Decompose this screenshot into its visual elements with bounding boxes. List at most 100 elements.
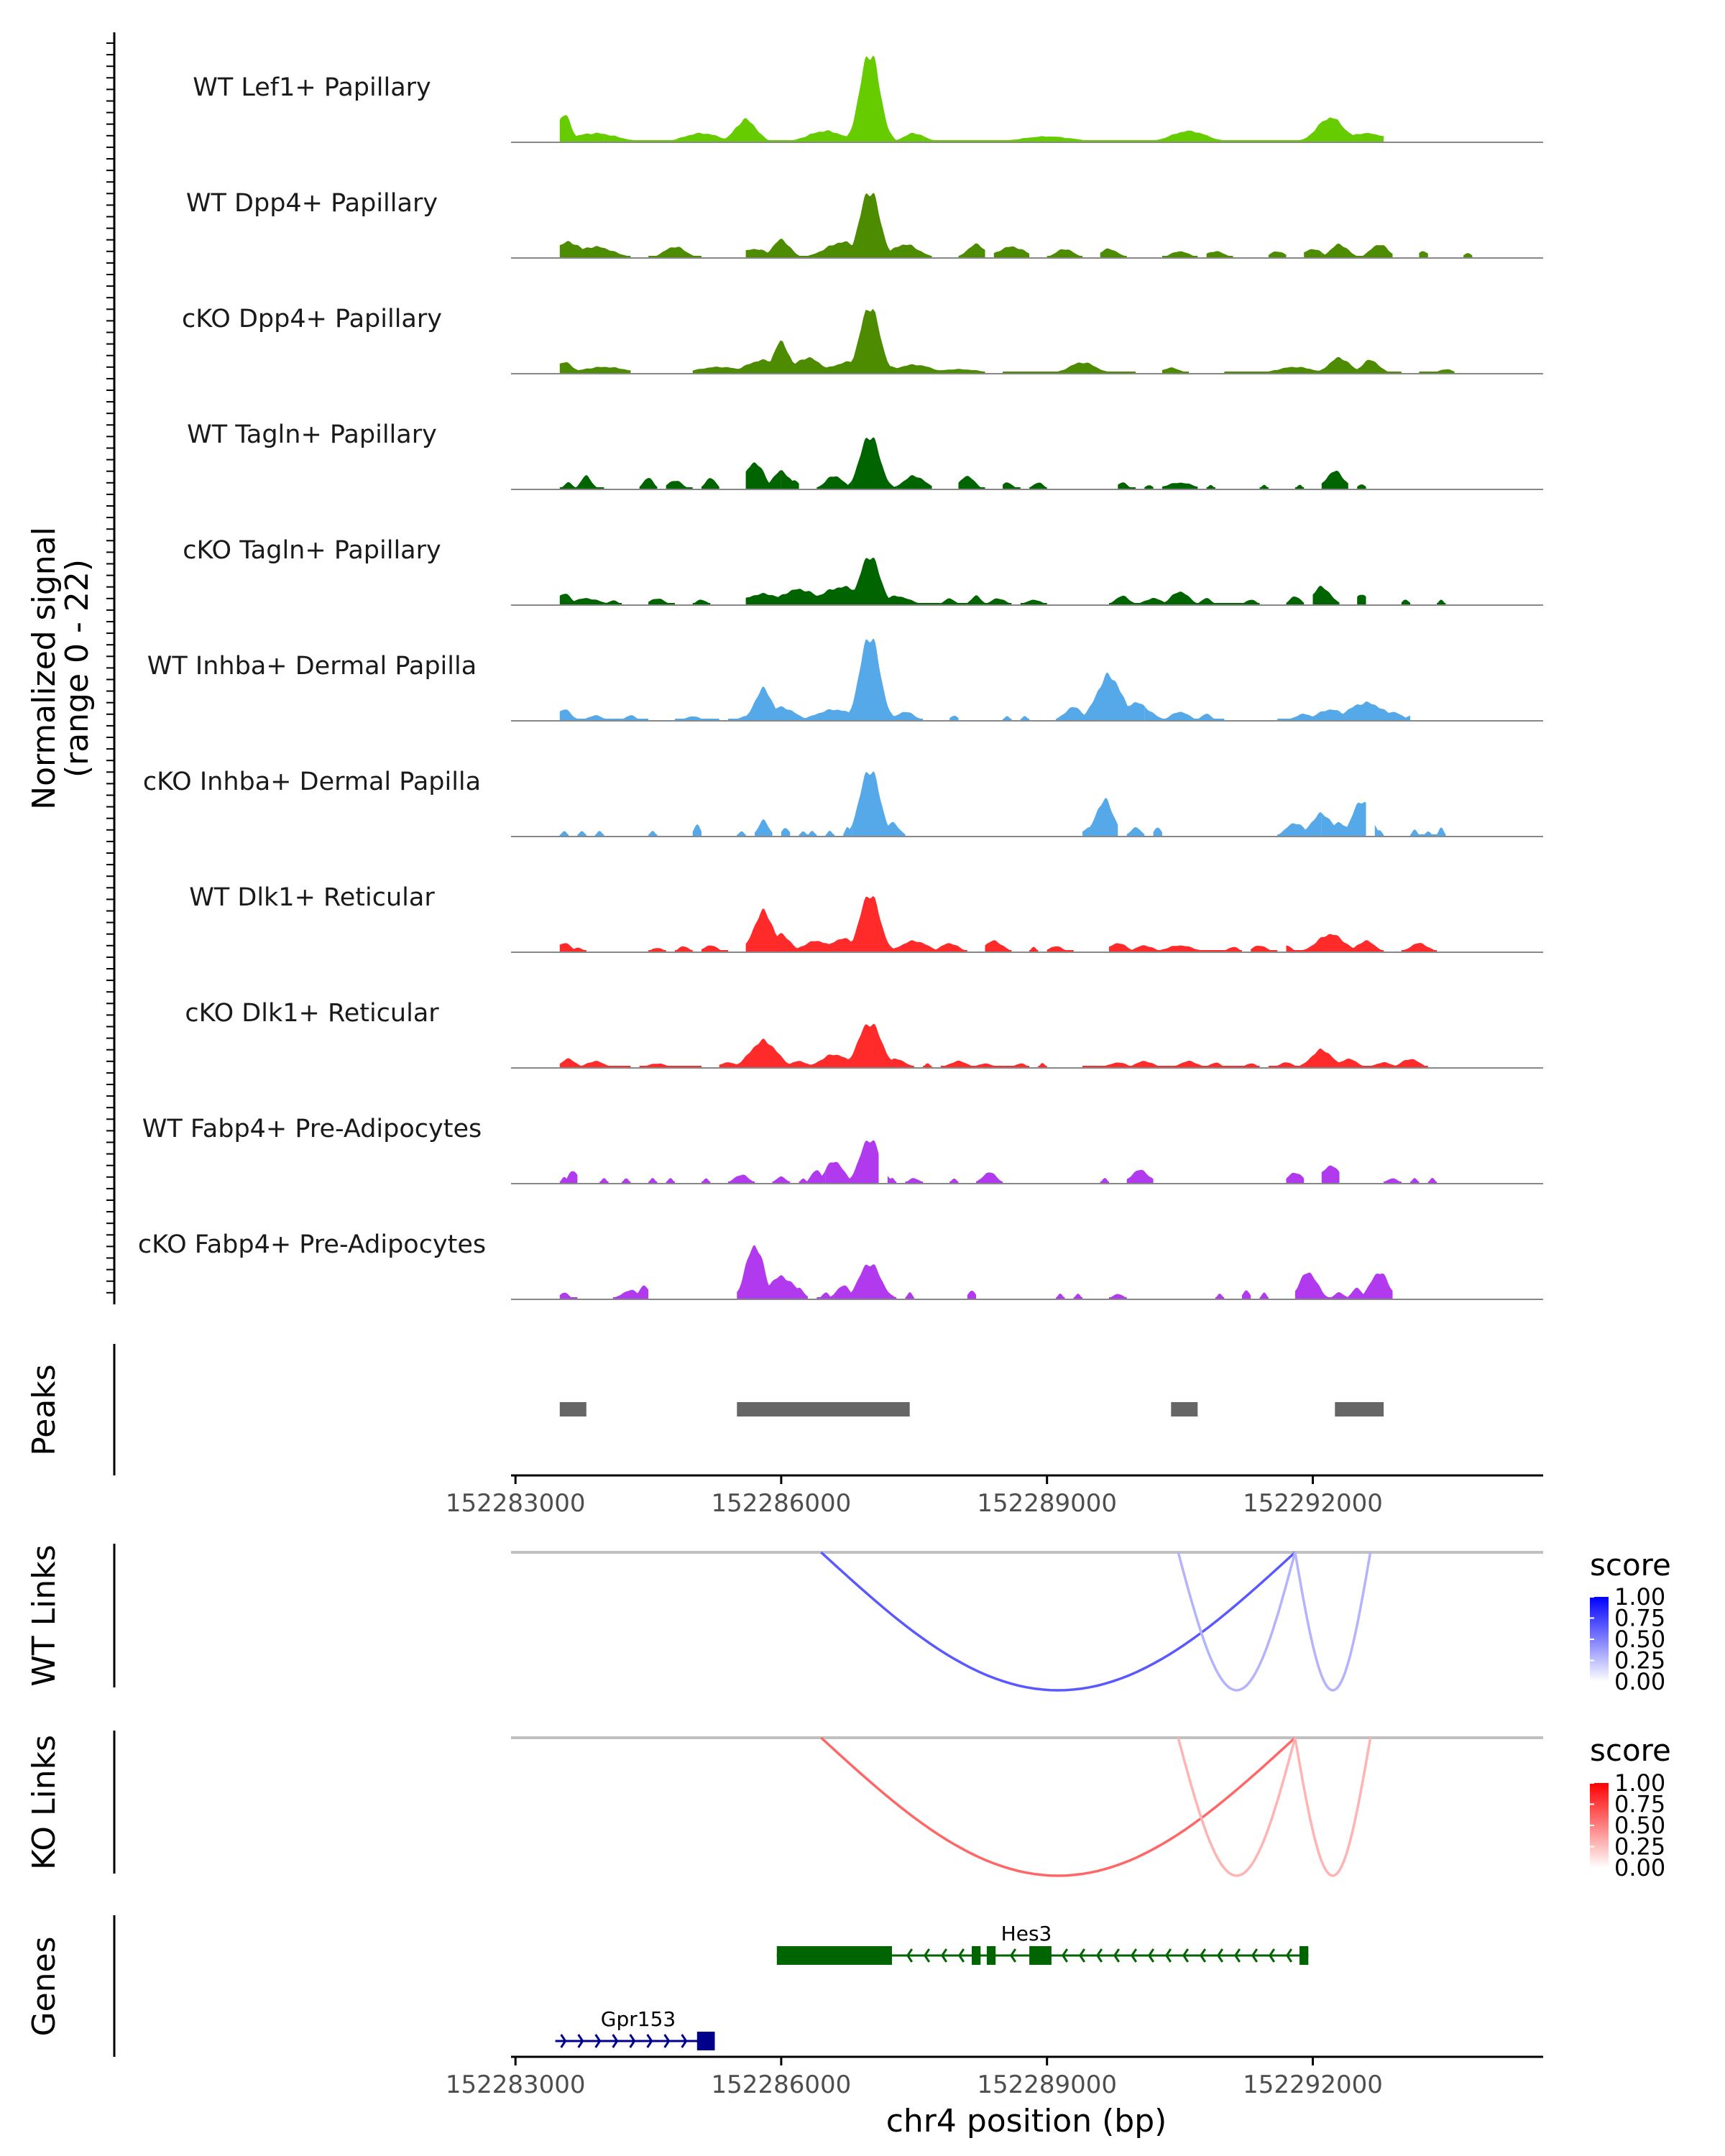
coverage-area [985, 940, 1012, 952]
coverage-area [1321, 471, 1348, 489]
x-axis-bottom-ticks: 152283000 152286000 152289000 152292000 [446, 2057, 1383, 2099]
link-arc [1294, 1737, 1372, 1877]
coverage-area [702, 478, 719, 489]
coverage-area [1357, 594, 1366, 605]
coverage-area [949, 715, 959, 721]
coverage-area [1410, 1178, 1420, 1184]
track-label: WT Fabp4+ Pre-Adipocytes [142, 1115, 482, 1143]
link-arc [1177, 1737, 1297, 1877]
coverage-area [887, 1175, 897, 1184]
strand-chevron [1251, 1948, 1259, 1963]
coverage-area [728, 1174, 755, 1184]
coverage-area [852, 771, 906, 837]
genes-label: Genes [26, 1936, 63, 2036]
track-wt-lef1-papillary: WT Lef1+ Papillary [193, 55, 1543, 143]
gene-models: Hes3 Gpr153 [555, 1922, 1309, 2050]
coverage-area [1241, 1290, 1251, 1299]
coverage-area [958, 476, 985, 489]
coverage-area [1268, 1062, 1305, 1068]
coverage-area [648, 948, 666, 952]
strand-chevron [681, 2034, 688, 2048]
coverage-area [745, 558, 941, 605]
ko-score-tick-labels: 1.000.750.500.250.00 [1590, 1769, 1665, 1881]
coverage-area [772, 1176, 791, 1184]
coverage-y-ticks [106, 42, 114, 1294]
track-cko-tagln-papillary: cKO Tagln+ Papillary [183, 536, 1543, 606]
coverage-area [1427, 1178, 1438, 1184]
coverage-area [559, 1171, 578, 1184]
ko-score-legend-title: score [1590, 1733, 1671, 1768]
coverage-area [1294, 484, 1305, 489]
coverage-area [1233, 1063, 1260, 1068]
x-axis-bottom-tick-label: 152292000 [1243, 2070, 1383, 2099]
coverage-area [1109, 595, 1136, 605]
ko-links-panel: KO Links score 1.000.750.500.250.00 [26, 1731, 1671, 1881]
x-axis-bottom-tick-label: 152286000 [712, 2070, 852, 2099]
coverage-area [1321, 244, 1366, 258]
coverage-area [825, 1140, 879, 1184]
coverage-area [755, 819, 773, 837]
coverage-area [1056, 1294, 1065, 1299]
legend-tick-label: 0.00 [1614, 1854, 1665, 1881]
peaks-panel: Peaks [26, 1344, 1384, 1475]
track-wt-inhba-dermal-papilla: WT Inhba+ Dermal Papilla [147, 638, 1543, 722]
x-axis-bottom: 152283000 152286000 152289000 152292000 chr… [446, 2055, 1543, 2139]
legend-tick-label: 0.50 [1614, 1812, 1665, 1839]
coverage-area [604, 118, 791, 142]
strand-chevron [1095, 1948, 1103, 1963]
coverage-area [599, 1178, 609, 1184]
strand-chevron [923, 1948, 931, 1963]
coverage-area [648, 599, 675, 605]
x-axis-top-ticks: 152283000 152286000 152289000 152292000 [446, 1475, 1383, 1518]
coverage-area [1153, 827, 1162, 837]
coverage-y-label-line2: (range 0 - 22) [59, 559, 96, 778]
strand-chevron [663, 2034, 671, 2048]
coverage-area [666, 481, 693, 489]
track-wt-tagln-papillary: WT Tagln+ Papillary [187, 420, 1543, 490]
coverage-area [1304, 1049, 1428, 1068]
coverage-area [1437, 827, 1446, 837]
x-axis-top: 152283000 152286000 152289000 152292000 [446, 1474, 1543, 1518]
x-axis-top-tick-label: 152289000 [977, 1489, 1117, 1518]
coverage-area [1374, 824, 1384, 837]
coverage-area [719, 1023, 914, 1068]
coverage-area [834, 1264, 897, 1299]
coverage-area [702, 945, 728, 952]
coverage-area [1206, 251, 1233, 258]
coverage-area [1304, 249, 1322, 258]
coverage-area [1109, 943, 1225, 952]
wt-links-panel: WT Links score 1.000.750.500.250.00 [26, 1544, 1671, 1695]
coverage-area [825, 831, 834, 837]
track-wt-fabp4-pre-adipocytes: WT Fabp4+ Pre-Adipocytes [142, 1115, 1543, 1184]
link-arc [820, 1551, 1297, 1692]
gene-hes3: Hes3 [776, 1922, 1309, 1965]
coverage-area [1419, 251, 1428, 258]
x-axis-top-tick-label: 152286000 [712, 1489, 852, 1518]
strand-chevron [1009, 1948, 1017, 1963]
track-cko-dlk1-reticular: cKO Dlk1+ Reticular [185, 999, 1543, 1069]
coverage-area [745, 462, 781, 489]
coverage-area [1082, 798, 1118, 837]
strand-chevron [1285, 1948, 1293, 1963]
strand-chevron [1147, 1948, 1155, 1963]
coverage-area [1003, 716, 1012, 721]
coverage-area [1321, 802, 1366, 837]
coverage-area [559, 831, 569, 837]
strand-chevron [1078, 1948, 1086, 1963]
coverage-area [1189, 596, 1215, 605]
x-axis-top-tick-label: 152292000 [1243, 1489, 1383, 1518]
gene-exon [1029, 1946, 1052, 1965]
strand-chevron [1199, 1948, 1207, 1963]
coverage-area [559, 482, 578, 489]
coverage-area [781, 828, 791, 837]
coverage-area [940, 598, 967, 605]
coverage-area [1126, 1169, 1154, 1184]
coverage-area [1038, 1063, 1047, 1068]
coverage-area [648, 247, 702, 258]
coverage-area [1366, 1273, 1393, 1299]
coverage-area [1029, 946, 1039, 952]
link-arc [1177, 1552, 1297, 1692]
track-cko-dpp4-papillary: cKO Dpp4+ Papillary [182, 305, 1543, 374]
coverage-area [737, 1245, 808, 1299]
